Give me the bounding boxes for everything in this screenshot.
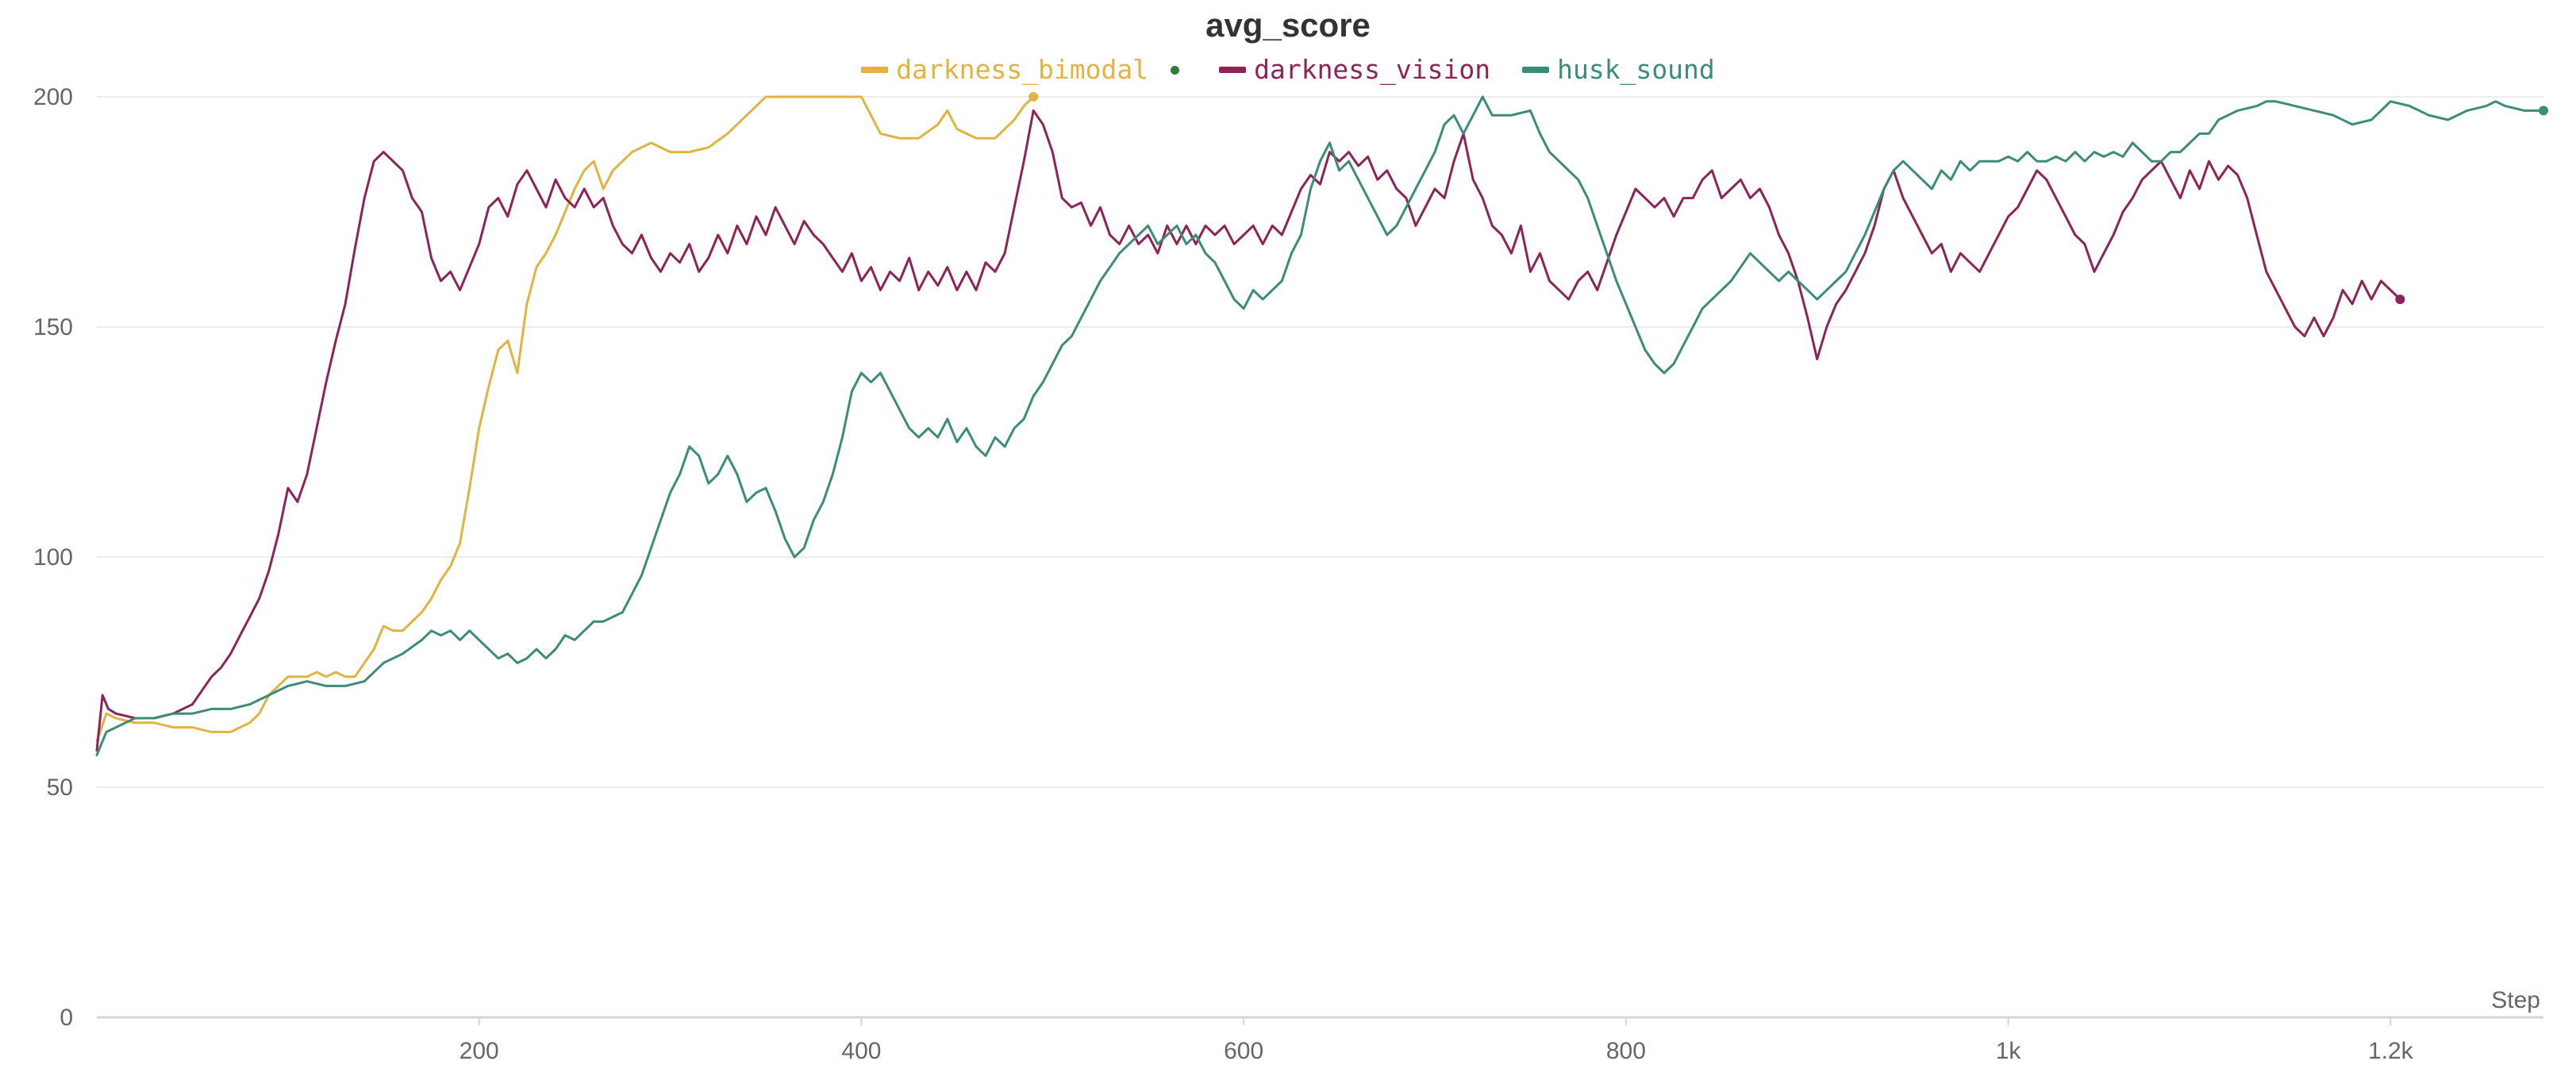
- x-tick-label: 600: [1224, 1038, 1263, 1064]
- x-tick-label: 800: [1606, 1038, 1646, 1064]
- legend-label: darkness_vision: [1254, 54, 1491, 85]
- legend-label: husk_sound: [1557, 54, 1715, 85]
- legend: darkness_bimodal darkness_vision husk_so…: [0, 52, 2576, 87]
- legend-swatch: [1219, 67, 1247, 73]
- y-tick-label: 150: [33, 314, 73, 340]
- y-tick-label: 100: [33, 544, 73, 571]
- y-tick-label: 0: [60, 1005, 73, 1031]
- x-tick-label: 200: [459, 1038, 499, 1064]
- legend-item-darkness-bimodal[interactable]: darkness_bimodal: [861, 52, 1187, 87]
- series-end-marker: [2395, 294, 2405, 305]
- y-tick-label: 50: [47, 775, 73, 801]
- legend-item-darkness-vision[interactable]: darkness_vision: [1219, 52, 1490, 87]
- x-tick-label: 400: [841, 1038, 881, 1064]
- legend-item-husk-sound[interactable]: husk_sound: [1522, 52, 1715, 87]
- legend-swatch: [861, 67, 889, 73]
- series-layer: [95, 92, 2548, 756]
- axis-layer: [97, 1016, 2543, 1025]
- legend-swatch: [1522, 67, 1550, 73]
- grid-layer: [97, 96, 2543, 788]
- x-axis-label: Step: [2491, 987, 2540, 1013]
- x-tick-label: 1k: [1996, 1038, 2022, 1064]
- series-line-darkness-vision[interactable]: [95, 109, 2401, 752]
- series-end-marker: [1028, 92, 1039, 102]
- y-tick-label: 200: [33, 84, 73, 110]
- x-tick-label: 1.2k: [2368, 1038, 2414, 1064]
- legend-dot: [1171, 65, 1180, 75]
- series-end-marker: [2539, 106, 2548, 116]
- label-layer: 0 50 100 150 200 200 400 600 800 1k 1.2k Step: [33, 84, 2540, 1064]
- series-line-darkness-bimodal[interactable]: [95, 95, 1035, 743]
- legend-label: darkness_bimodal: [896, 54, 1149, 85]
- chart-title: avg_score: [1205, 6, 1371, 44]
- series-line-husk-sound[interactable]: [95, 95, 2545, 756]
